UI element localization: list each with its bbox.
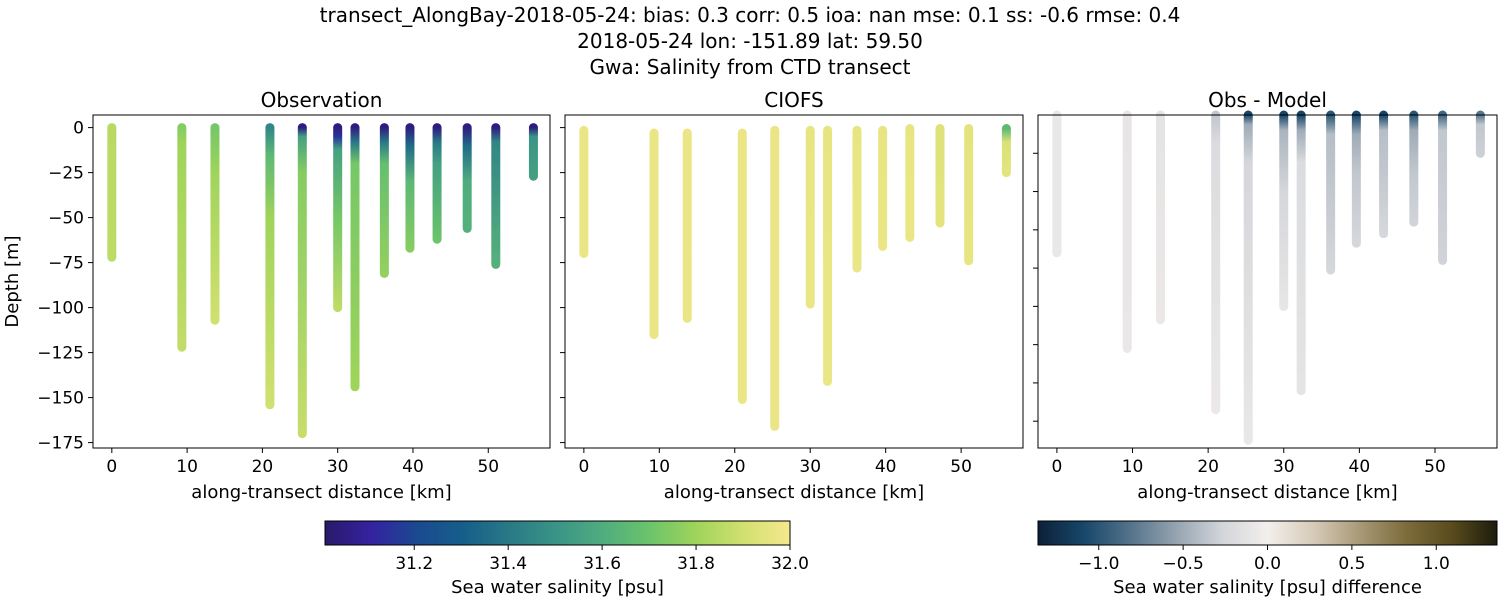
- colorbar-label: Sea water salinity [psu]: [451, 577, 664, 598]
- panel-ciofs: CIOFS 0 10 20 30 40 50 along-transect distance …: [560, 88, 1024, 503]
- panel-observation: Observation 0 10 20 30 40 50 0 −25 −50 −75 −100 −125…: [2, 88, 551, 503]
- y-tick-label: −100: [37, 299, 84, 319]
- y-tick-label: −150: [37, 389, 84, 409]
- panel-title: CIOFS: [764, 88, 823, 112]
- x-tick-label: 30: [799, 457, 821, 477]
- x-tick-label: 40: [875, 457, 897, 477]
- x-tick-label: 10: [176, 457, 198, 477]
- x-tick-label: 0: [1051, 457, 1062, 477]
- x-tick-label: 30: [1273, 457, 1295, 477]
- x-tick-label: 10: [1122, 457, 1144, 477]
- x-tick-label: 0: [106, 457, 117, 477]
- x-tick-label: 20: [724, 457, 746, 477]
- x-tick-label: 50: [477, 457, 499, 477]
- x-tick-label: 20: [252, 457, 274, 477]
- y-tick-label: −125: [37, 344, 84, 364]
- y-tick-label: −50: [48, 209, 84, 229]
- x-tick-label: 20: [1197, 457, 1219, 477]
- y-axis-label: Depth [m]: [2, 235, 23, 327]
- figure-title-line-1: transect_AlongBay-2018-05-24: bias: 0.3 …: [319, 3, 1181, 27]
- colorbar-tick-label: 0.0: [1254, 554, 1281, 574]
- colorbar-gradient: [1037, 520, 1498, 546]
- salinity-colorbar: 31.2 31.4 31.6 31.8 32.0 Sea water salinity […: [324, 520, 809, 598]
- x-tick-label: 40: [402, 457, 424, 477]
- panel-title: Observation: [261, 88, 383, 112]
- colorbar-tick-label: 32.0: [771, 554, 809, 574]
- colorbar-tick-label: −0.5: [1162, 554, 1203, 574]
- x-axis-label: along-transect distance [km]: [1137, 482, 1397, 503]
- axes-frame: [1037, 114, 1498, 449]
- colorbar-tick-label: 1.0: [1423, 554, 1450, 574]
- x-tick-label: 0: [578, 457, 589, 477]
- colorbar-tick-label: 31.2: [395, 554, 433, 574]
- colorbar-tick-label: 0.5: [1338, 554, 1365, 574]
- x-axis-label: along-transect distance [km]: [191, 482, 451, 503]
- x-tick-label: 40: [1349, 457, 1371, 477]
- x-tick-label: 50: [950, 457, 972, 477]
- figure-title-line-3: Gwa: Salinity from CTD transect: [589, 55, 911, 79]
- colorbar-tick-label: 31.4: [489, 554, 527, 574]
- colorbar-tick-label: −1.0: [1078, 554, 1119, 574]
- axes-frame: [92, 114, 551, 449]
- x-axis-label: along-transect distance [km]: [664, 482, 924, 503]
- colorbar-tick-label: 31.8: [677, 554, 715, 574]
- y-tick-label: −25: [48, 164, 84, 184]
- panel-obs-model: Obs - Model 0 10 20 30 40 50 along-transect dis…: [1033, 88, 1498, 503]
- y-tick-label: −75: [48, 254, 84, 274]
- figure-title-line-2: 2018-05-24 lon: -151.89 lat: 59.50: [577, 29, 923, 53]
- x-tick-label: 30: [327, 457, 349, 477]
- y-tick-label: −175: [37, 434, 84, 454]
- axes-frame: [564, 114, 1024, 449]
- y-tick-label: 0: [73, 119, 84, 139]
- panel-title: Obs - Model: [1208, 88, 1327, 112]
- colorbar-gradient: [324, 520, 791, 546]
- x-tick-label: 10: [648, 457, 670, 477]
- colorbar-label: Sea water salinity [psu] difference: [1113, 577, 1422, 598]
- colorbar-tick-label: 31.6: [583, 554, 621, 574]
- x-tick-label: 50: [1424, 457, 1446, 477]
